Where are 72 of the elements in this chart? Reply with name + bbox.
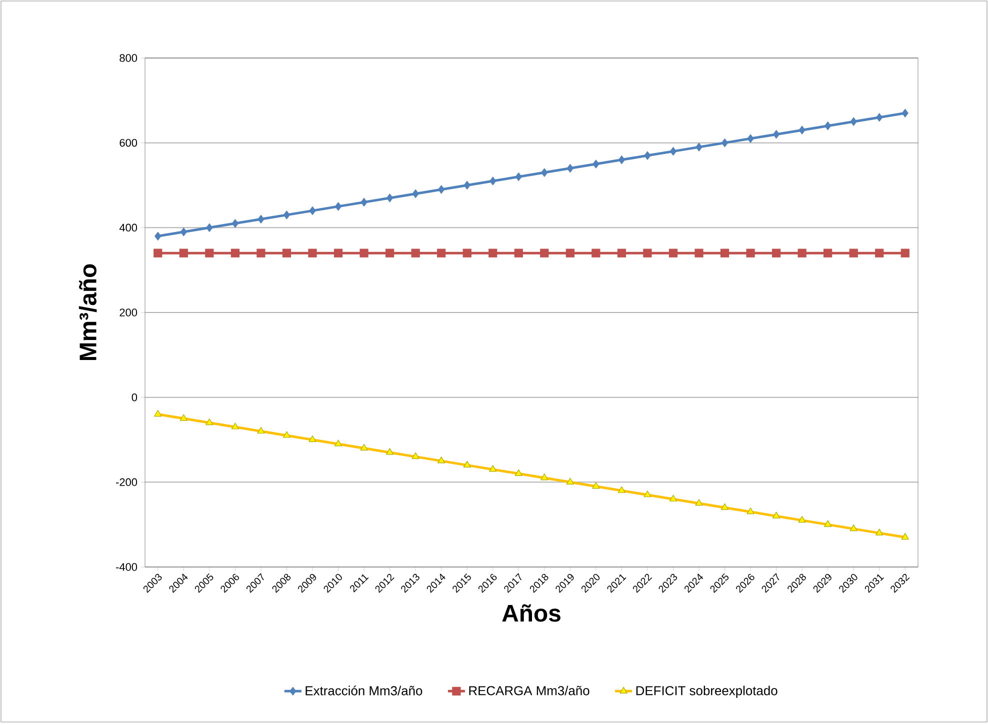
point xyxy=(154,232,162,240)
point xyxy=(540,248,549,258)
y-tick-label: 200 xyxy=(120,308,138,316)
point xyxy=(360,198,368,207)
point xyxy=(824,122,832,130)
point xyxy=(746,248,755,258)
x-axis-title: Años xyxy=(502,604,560,622)
point xyxy=(258,214,264,224)
y-tick-label: 600 xyxy=(120,138,138,147)
point xyxy=(154,248,162,258)
point xyxy=(515,172,522,182)
point xyxy=(490,176,496,186)
point xyxy=(592,160,600,168)
point xyxy=(772,130,780,139)
point xyxy=(694,248,704,258)
y-tick-label: -200 xyxy=(116,478,138,486)
point xyxy=(488,248,498,258)
point xyxy=(772,248,781,258)
point xyxy=(798,248,806,258)
point xyxy=(464,180,470,190)
point xyxy=(617,248,626,258)
y-tick-label: 400 xyxy=(119,224,138,232)
point xyxy=(514,248,523,258)
y-axis-title: Mm³/año xyxy=(78,264,97,360)
point xyxy=(566,164,574,173)
point xyxy=(230,248,240,258)
point xyxy=(643,248,652,258)
point xyxy=(721,138,728,148)
point xyxy=(232,219,238,228)
point xyxy=(309,206,316,215)
point xyxy=(179,248,188,258)
point xyxy=(644,151,651,160)
point xyxy=(437,248,446,258)
point xyxy=(385,248,394,258)
point xyxy=(282,248,292,258)
point xyxy=(902,108,908,118)
y-tick-label: 800 xyxy=(120,54,138,62)
point xyxy=(876,113,883,122)
point xyxy=(824,248,832,258)
point xyxy=(798,126,806,134)
point xyxy=(849,248,858,258)
y-tick-label: -400 xyxy=(116,563,138,571)
point xyxy=(411,248,420,258)
point xyxy=(334,248,343,258)
point xyxy=(670,147,677,156)
point xyxy=(334,202,342,211)
legend-label: Extracción Mm3/año xyxy=(306,686,422,696)
point xyxy=(747,134,754,143)
point xyxy=(412,189,419,198)
point xyxy=(360,248,368,258)
legend-label: DEFICIT sobreexplotado xyxy=(636,686,778,698)
point xyxy=(592,248,600,258)
point xyxy=(566,248,574,258)
point xyxy=(875,248,884,258)
point xyxy=(850,117,857,126)
legend-label: RECARGA Mm3/año xyxy=(469,686,590,696)
point xyxy=(668,248,678,258)
point xyxy=(541,168,548,177)
point xyxy=(462,248,472,258)
point xyxy=(720,248,730,258)
point xyxy=(900,248,910,258)
point xyxy=(256,248,266,258)
point xyxy=(696,142,702,152)
point xyxy=(180,228,187,236)
point xyxy=(386,194,394,202)
point xyxy=(206,223,213,232)
y-tick-label: 0 xyxy=(132,393,138,402)
point xyxy=(283,210,290,220)
point xyxy=(438,185,445,194)
point xyxy=(308,248,317,258)
point xyxy=(618,155,625,164)
point xyxy=(205,248,214,258)
